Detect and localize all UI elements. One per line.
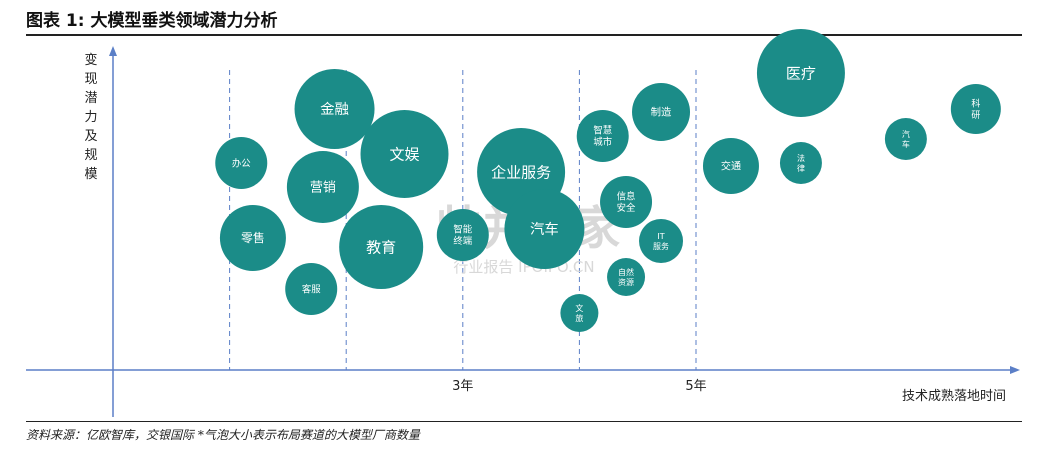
bubble-label: 企业服务 bbox=[491, 163, 551, 181]
bubble-6: 文娱 bbox=[360, 110, 449, 198]
bubble-circle bbox=[560, 294, 599, 332]
bubble-19: 法律 bbox=[779, 142, 822, 184]
bubble-circle bbox=[285, 263, 338, 315]
y-axis-arrow bbox=[109, 46, 117, 56]
bubble-circle bbox=[950, 84, 1001, 134]
bubble-label: 科 bbox=[971, 98, 980, 110]
y-axis-label-char: 现 bbox=[84, 72, 97, 87]
bubble-label: 城市 bbox=[593, 136, 612, 148]
bubble-label: 旅 bbox=[575, 313, 583, 323]
bubble-18: 医疗 bbox=[756, 29, 845, 117]
bubble-label: 信息 bbox=[617, 190, 636, 202]
y-axis-label-char: 及 bbox=[84, 129, 97, 144]
bubble-10: 汽车 bbox=[504, 189, 585, 269]
bubble-circle bbox=[215, 137, 268, 189]
bubble-circle bbox=[607, 258, 646, 296]
bubble-5: 客服 bbox=[285, 263, 338, 315]
x-axis-arrow bbox=[1010, 366, 1020, 374]
bubble-circle bbox=[702, 138, 759, 194]
y-axis-label-char: 规 bbox=[84, 148, 97, 163]
bubble-label: 汽车 bbox=[530, 221, 559, 238]
bubble-label: 资源 bbox=[618, 277, 634, 287]
bubble-circle bbox=[360, 110, 449, 198]
bubble-label: 交通 bbox=[721, 160, 741, 173]
bubble-label: IT bbox=[657, 232, 664, 241]
bubble-circle bbox=[779, 142, 822, 184]
bubble-circle bbox=[339, 205, 424, 289]
bubble-label: 办公 bbox=[232, 157, 251, 169]
bubble-label: 安全 bbox=[617, 202, 636, 214]
bubble-circle bbox=[436, 209, 489, 261]
bubble-label: 法 bbox=[797, 153, 805, 163]
bubble-circle bbox=[576, 110, 629, 162]
bubble-4: 营销 bbox=[286, 151, 359, 223]
x-axis-label: 技术成熟落地时间 bbox=[902, 388, 1006, 404]
title-rule bbox=[26, 34, 1022, 36]
bubble-label: 文娱 bbox=[389, 145, 419, 163]
bubble-17: 交通 bbox=[702, 138, 759, 194]
x-tick-label: 3年 bbox=[452, 379, 473, 394]
bubble-circle bbox=[639, 219, 684, 263]
bubble-label: 医疗 bbox=[786, 64, 816, 82]
bubble-1: 办公 bbox=[215, 137, 268, 189]
bubble-label: 教育 bbox=[366, 238, 396, 256]
bubble-21: 科研 bbox=[950, 84, 1001, 134]
bubble-circle bbox=[219, 205, 286, 271]
bubble-label: 研 bbox=[971, 110, 980, 121]
bubble-circle bbox=[600, 176, 653, 228]
figure-title: 图表 1: 大模型垂类领域潜力分析 bbox=[26, 11, 278, 31]
bubble-label: 零售 bbox=[241, 231, 265, 245]
bubble-label: 智能 bbox=[453, 223, 472, 235]
bubble-label: 汽 bbox=[902, 129, 910, 139]
bubble-label: 智慧 bbox=[593, 124, 612, 136]
bubble-circle bbox=[294, 69, 375, 149]
bubble-label: 客服 bbox=[302, 283, 321, 295]
bubble-label: 自然 bbox=[618, 267, 634, 277]
bubble-label: 车 bbox=[902, 139, 910, 149]
bubble-label: 律 bbox=[797, 163, 805, 173]
bubble-label: 服务 bbox=[653, 241, 669, 251]
axes bbox=[26, 46, 1020, 417]
y-axis-label-char: 模 bbox=[84, 167, 97, 182]
bubble-12: 制造 bbox=[632, 83, 691, 141]
bubble-2: 零售 bbox=[219, 205, 286, 271]
y-axis-label-char: 力 bbox=[84, 110, 97, 125]
y-axis-label-char: 潜 bbox=[84, 91, 97, 106]
bubble-label: 制造 bbox=[651, 106, 672, 119]
source-note: 资料来源：亿欧智库，交银国际 *气泡大小表示布局赛道的大模型厂商数量 bbox=[26, 428, 420, 442]
bubble-label: 金融 bbox=[320, 101, 349, 118]
bubble-label: 终端 bbox=[453, 235, 472, 247]
bubbles: 办公零售金融营销客服文娱教育智能终端企业服务汽车智慧城市制造信息安全IT服务自然… bbox=[215, 29, 1001, 332]
bubble-7: 教育 bbox=[339, 205, 424, 289]
bubble-circle bbox=[884, 118, 927, 160]
bubble-circle bbox=[286, 151, 359, 223]
bubble-3: 金融 bbox=[294, 69, 375, 149]
bubble-label: 营销 bbox=[310, 181, 336, 196]
bubble-20: 汽车 bbox=[884, 118, 927, 160]
bubble-circle bbox=[504, 189, 585, 269]
bubble-label: 文 bbox=[575, 303, 583, 313]
x-tick-labels: 3年 5年 bbox=[452, 379, 706, 394]
bubble-16: 文旅 bbox=[560, 294, 599, 332]
y-axis-label-char: 变 bbox=[84, 52, 97, 68]
x-tick-label: 5年 bbox=[685, 379, 706, 394]
source-rule bbox=[26, 421, 1022, 422]
bubble-circle bbox=[756, 29, 845, 117]
bubble-circle bbox=[632, 83, 691, 141]
